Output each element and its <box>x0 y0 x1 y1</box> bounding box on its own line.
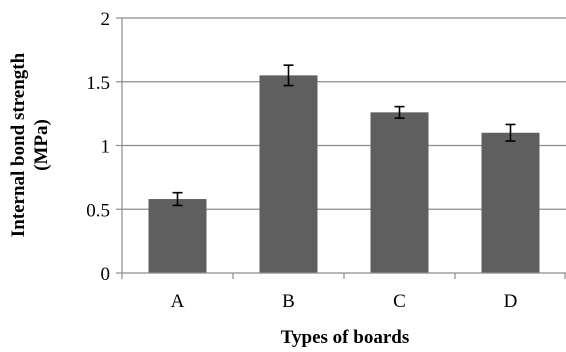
y-tick-label: 0.5 <box>86 200 110 221</box>
y-tick-label: 1 <box>101 137 111 158</box>
x-axis-title: Types of boards <box>281 327 409 348</box>
bar-a <box>148 199 207 273</box>
bar-d <box>481 132 540 273</box>
x-tick-label: C <box>393 291 406 312</box>
axes <box>116 17 566 279</box>
y-tick-label: 1.5 <box>86 73 110 94</box>
x-tick-label: A <box>171 291 185 312</box>
y-tick-label: 0 <box>101 264 111 285</box>
y-axis-title-line-1: Internal bond strength <box>8 52 29 237</box>
x-tick-label: D <box>504 291 518 312</box>
y-tick-labels: 0 0.5 1 1.5 2 <box>86 9 110 285</box>
bar-c <box>370 112 429 273</box>
y-tick-label: 2 <box>101 9 111 30</box>
y-axis-title-line-2: (MPa) <box>31 119 52 171</box>
error-bars <box>172 64 516 207</box>
x-tick-labels: A B C D <box>171 291 518 312</box>
bars <box>148 75 540 273</box>
x-tick-label: B <box>282 291 295 312</box>
bar-b <box>259 75 318 273</box>
